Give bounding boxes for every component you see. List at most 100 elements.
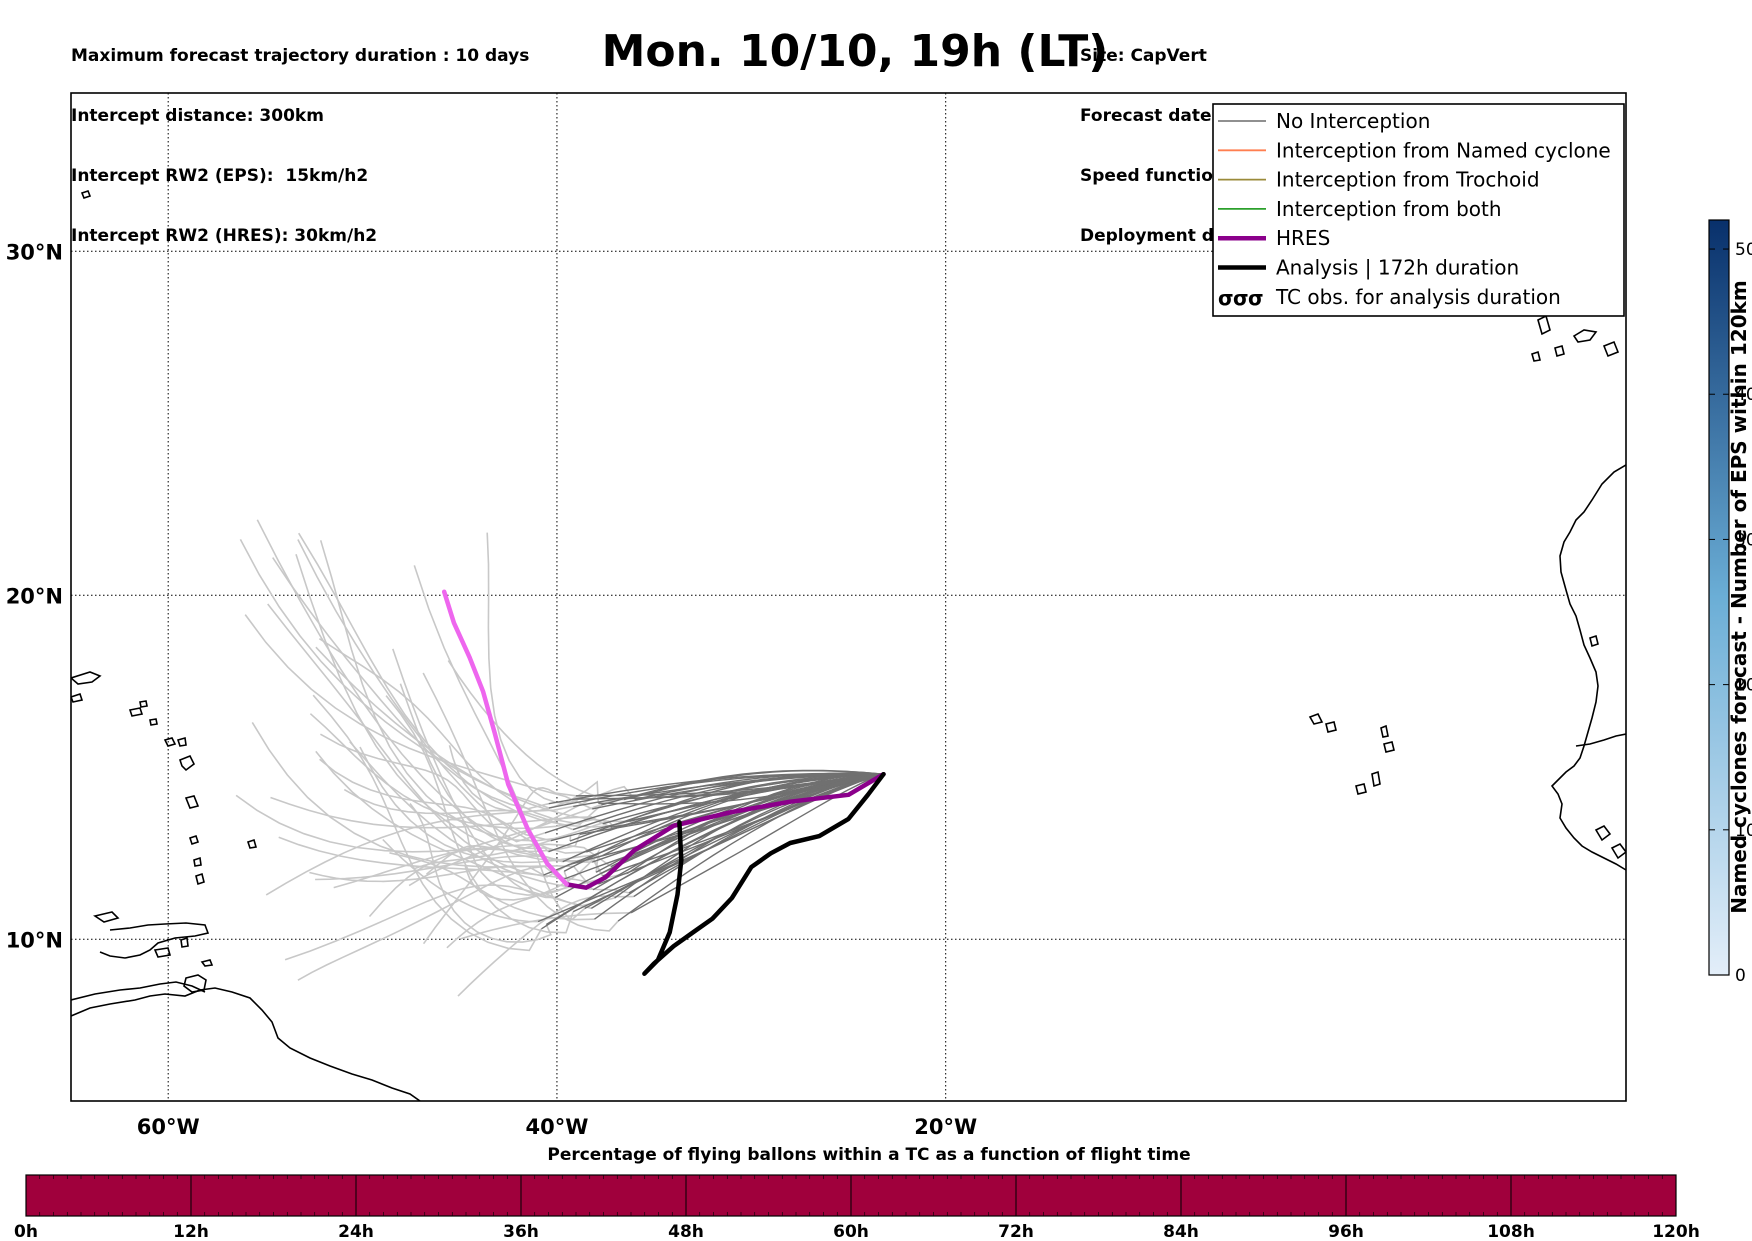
- ensemble-trajectory-tail: [297, 865, 562, 981]
- ensemble-trajectory-tail: [422, 672, 619, 932]
- param-line: Intercept RW2 (HRES): 30km/h2: [71, 226, 378, 246]
- bottom-colorbar-title: Percentage of flying ballons within a TC…: [547, 1145, 1190, 1165]
- bottom-colorbar-tick-label: 120h: [1652, 1222, 1700, 1241]
- lon-tick-label: 40°W: [525, 1115, 588, 1139]
- bottom-colorbar-tick-label: 96h: [1328, 1222, 1364, 1241]
- forecast-parameters: Maximum forecast trajectory duration : 1…: [71, 6, 529, 266]
- canary-islands-3: [1602, 340, 1620, 358]
- map-frame: [70, 92, 1627, 1102]
- legend-label: No Interception: [1276, 109, 1430, 133]
- cape-verde-6: [1371, 770, 1381, 788]
- colorbar-gradient: [1708, 219, 1730, 976]
- cape-verde-5: [1355, 783, 1367, 795]
- guadeloupe-island: [179, 754, 196, 772]
- cyclone-symbol-icon: σ: [1218, 286, 1234, 310]
- bottom-colorbar-tick-label: 108h: [1487, 1222, 1535, 1241]
- coastlines: [71, 190, 1626, 1101]
- hres-trajectory: [441, 589, 886, 890]
- ensemble-trajectory-tail: [408, 785, 636, 887]
- ensemble-trajectory: [614, 773, 884, 829]
- cape-verde-4: [1383, 741, 1395, 753]
- ensemble-trajectory-tail: [319, 540, 572, 842]
- ensemble-trajectory-tail: [413, 820, 616, 870]
- ensemble-trajectories-dark: [537, 769, 884, 930]
- canary-islands-5: [1554, 345, 1565, 357]
- ensemble-trajectory-tail: [486, 532, 585, 804]
- colorbar-tick-label: 10: [1735, 821, 1752, 841]
- site-line: Site: CapVert: [1080, 46, 1207, 66]
- colorbar-tick-label: 50: [1735, 240, 1752, 260]
- puerto-rico-east: [71, 671, 102, 685]
- cape-verde-3: [1380, 724, 1389, 738]
- bottom-colorbar-tick-label: 24h: [338, 1222, 374, 1241]
- ensemble-trajectory-tail: [270, 796, 611, 829]
- canary-islands-4: [1531, 350, 1541, 362]
- ensemble-trajectory-tail: [298, 532, 628, 828]
- legend-label: Analysis | 172h duration: [1276, 256, 1519, 280]
- param-line: Intercept RW2 (EPS): 15km/h2: [71, 166, 369, 186]
- axis-ticks: 30°N 20°N 10°N 60°W 40°W 20°W: [6, 240, 977, 1139]
- gambia-coast: [1575, 733, 1626, 747]
- paria-coast: [71, 981, 206, 1001]
- colorbar-tick-label: 40: [1735, 385, 1752, 405]
- legend-label: TC obs. for analysis duration: [1275, 285, 1561, 309]
- param-line: Intercept distance: 300km: [71, 106, 324, 126]
- africa-inlet-1: [1589, 634, 1599, 648]
- lesser-antilles-4: [184, 795, 200, 809]
- lesser-antilles-2: [193, 856, 202, 867]
- ensemble-trajectory: [614, 773, 884, 899]
- lesser-antilles-3: [195, 872, 205, 886]
- peninsula-coast: [99, 922, 210, 959]
- bottom-colorbar-tick-label: 60h: [833, 1222, 869, 1241]
- legend-label: HRES: [1276, 226, 1330, 250]
- hres-segment: [564, 771, 886, 890]
- legend-box: [1212, 103, 1625, 317]
- puerto-rico-north: [71, 692, 84, 703]
- guinea-islands: [1610, 842, 1626, 860]
- ensemble-trajectory: [563, 773, 884, 872]
- ensemble-trajectory: [601, 769, 884, 806]
- analysis-trajectory: [642, 771, 886, 976]
- colorbar-tick-label: 20: [1735, 676, 1752, 696]
- ensemble-trajectory-tail: [309, 713, 604, 830]
- param-line: Maximum forecast trajectory duration : 1…: [71, 46, 530, 66]
- ensemble-trajectory-tail: [318, 638, 602, 826]
- cyclone-symbol-icon: σ: [1233, 286, 1249, 310]
- ensemble-trajectory: [541, 773, 884, 930]
- south-america-coast: [71, 987, 421, 1101]
- ensemble-trajectory-tail: [256, 519, 593, 863]
- ensemble-trajectory: [560, 773, 884, 881]
- ensemble-trajectory-tail: [312, 694, 543, 952]
- lon-tick-label: 20°W: [914, 1115, 977, 1139]
- grenada-island: [180, 936, 189, 948]
- ensemble-trajectory-tail: [315, 855, 563, 881]
- lat-tick-label: 30°N: [6, 240, 63, 264]
- small-island-a: [139, 700, 148, 708]
- bottom-colorbar: Percentage of flying ballons within a TC…: [14, 1145, 1700, 1241]
- ensemble-trajectory: [617, 773, 884, 922]
- colorbar-tick-label: 30: [1735, 530, 1752, 550]
- canary-islands-2: [1572, 329, 1598, 343]
- bottom-colorbar-tick-label: 0h: [14, 1222, 38, 1241]
- ensemble-trajectory-tail: [450, 818, 571, 896]
- bottom-colorbar-tick-label: 12h: [173, 1222, 209, 1241]
- small-island-b: [149, 718, 158, 726]
- ensemble-trajectory: [572, 772, 884, 831]
- map-title: Mon. 10/10, 19h (LT): [601, 26, 1109, 77]
- ensemble-trajectories-light: [235, 519, 636, 997]
- barbados-island: [246, 838, 258, 849]
- ensemble-trajectory-tail: [343, 788, 574, 831]
- ensemble-trajectory-tail: [422, 786, 577, 945]
- africa-coast: [1550, 464, 1626, 871]
- ensemble-trajectory-tail: [315, 750, 592, 910]
- ensemble-trajectory-tail: [235, 794, 612, 868]
- antigua-island: [176, 736, 187, 747]
- bottom-colorbar-tick-label: 72h: [998, 1222, 1034, 1241]
- ensemble-trajectory-tail: [284, 884, 615, 961]
- ensemble-trajectory: [569, 773, 884, 842]
- tobago-island: [200, 959, 214, 967]
- colorbar-label: Named cyclones forecast - Number of EPS …: [1727, 280, 1751, 914]
- bottom-colorbar-tick-label: 48h: [668, 1222, 704, 1241]
- ensemble-trajectory-tail: [382, 838, 539, 923]
